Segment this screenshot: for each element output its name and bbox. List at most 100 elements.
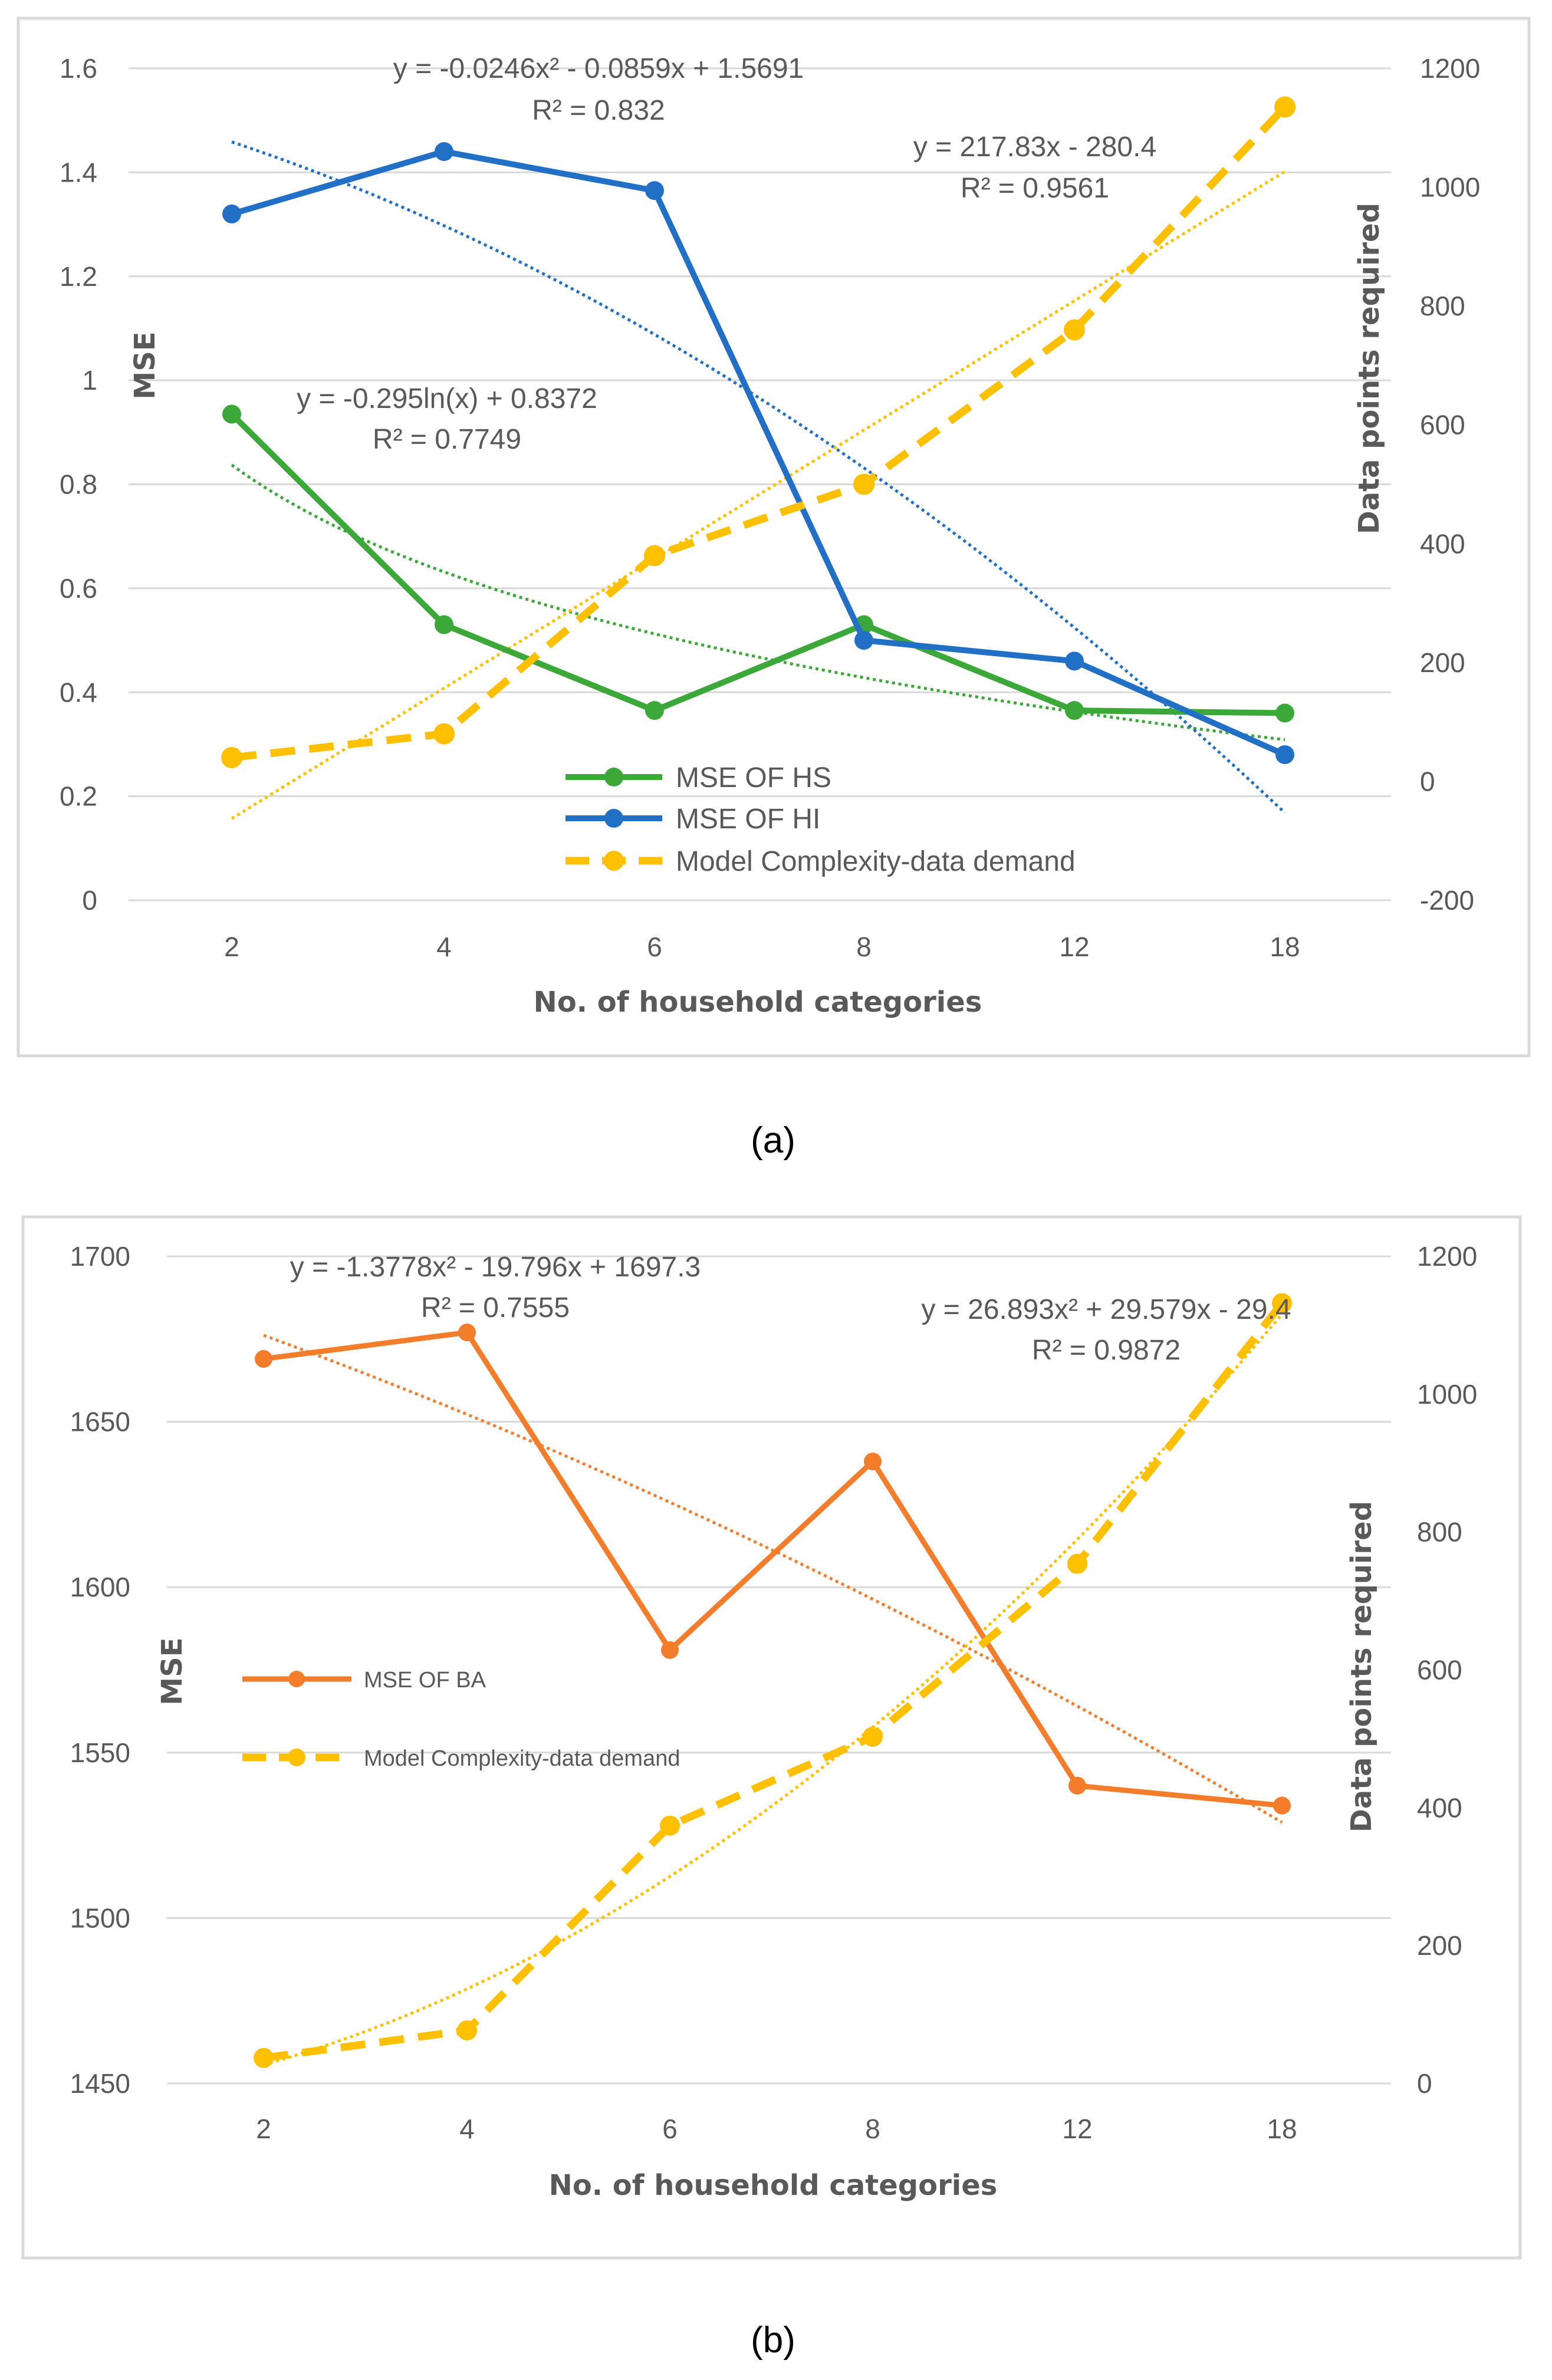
chart-a: 0 0.2 0.4 0.6 0.8 1 1.2 1.4 1.6 -200 0 200 400 600 800… xyxy=(17,17,1531,1058)
x-tick-label: 2 xyxy=(256,2114,271,2144)
legend-marker-hi xyxy=(604,809,623,828)
x-tick-label: 4 xyxy=(459,2114,475,2144)
y-tick-label: 1700 xyxy=(70,1241,130,1272)
chart-a-frame xyxy=(17,17,1531,1058)
x-tick-label: 2 xyxy=(224,931,239,962)
legend-marker-demand-b xyxy=(288,1749,305,1766)
legend-marker-hs xyxy=(604,768,623,786)
chart-b: 1450 1500 1550 1600 1650 1700 0 200 400 600 800 100… xyxy=(21,1215,1522,2260)
y2-tick-label: 0 xyxy=(1417,2068,1432,2099)
data-point-mse-of-hs xyxy=(222,404,241,424)
series-line-mse-of-hs xyxy=(229,412,1285,716)
chart-b-frame xyxy=(21,1215,1522,2260)
y2-tick-label: 0 xyxy=(1420,766,1435,796)
trend-r2-ba: R² = 0.7555 xyxy=(421,1292,570,1324)
trend-r2-hi: R² = 0.832 xyxy=(532,95,665,126)
legend-b: MSE OF BA Model Complexity-data demand xyxy=(242,1668,680,1771)
y2-tick-label: 1200 xyxy=(1420,53,1480,84)
trend-r2-demand-b: R² = 0.9872 xyxy=(1032,1335,1181,1366)
trendline-mse-of-hs xyxy=(231,463,1285,742)
y-tick-label: 0 xyxy=(82,885,97,916)
y-axis-title-a: MSE xyxy=(129,331,162,399)
y2-axis-title-a: Data points required xyxy=(1353,203,1386,534)
y-tick-label: 1.4 xyxy=(60,157,97,187)
trend-eq-hi: y = -0.0246x² - 0.0859x + 1.5691 xyxy=(393,53,804,84)
series-line-mse-of-ba xyxy=(263,1329,1283,1809)
data-point-model-complexity-data-demand xyxy=(1272,1293,1292,1314)
y-tick-label: 1450 xyxy=(70,2068,130,2099)
series-line-mse-of-hi xyxy=(231,149,1287,758)
y-axis-title-b: MSE xyxy=(156,1637,189,1705)
y2-tick-label: 1000 xyxy=(1420,172,1480,203)
legend-label-demand-b: Model Complexity-data demand xyxy=(364,1746,680,1771)
x-tick-label: 12 xyxy=(1062,2114,1092,2144)
data-point-model-complexity-data-demand xyxy=(863,1726,883,1747)
y-tick-label: 1650 xyxy=(70,1407,130,1437)
y2-tick-label: 800 xyxy=(1417,1517,1462,1548)
legend-label-ba: MSE OF BA xyxy=(364,1668,486,1693)
legend-label-hi: MSE OF HI xyxy=(676,804,820,835)
legend-marker-demand-a xyxy=(604,851,624,871)
data-point-model-complexity-data-demand xyxy=(660,1815,680,1836)
data-point-model-complexity-data-demand xyxy=(433,723,455,745)
y2-tick-label: 800 xyxy=(1420,291,1465,321)
trendline-model-complexity-data-demand xyxy=(231,170,1286,820)
y-tick-label: 1600 xyxy=(70,1572,130,1602)
x-tick-label: 12 xyxy=(1059,931,1089,962)
series-line-model-complexity-data-demand xyxy=(263,1301,1285,2062)
data-point-model-complexity-data-demand xyxy=(221,747,242,769)
data-point-mse-of-hs xyxy=(1065,701,1084,720)
y2-tick-label: 400 xyxy=(1417,1792,1462,1823)
data-point-mse-of-ba xyxy=(1273,1796,1291,1815)
data-point-mse-of-ba xyxy=(1068,1776,1086,1795)
data-point-mse-of-hs xyxy=(645,701,664,720)
y-tick-label: 1 xyxy=(82,365,97,396)
x-tick-label: 18 xyxy=(1267,2114,1297,2144)
x-tick-label: 18 xyxy=(1270,931,1300,962)
y-tick-label: 1.6 xyxy=(60,53,97,84)
panel-label-a: (a) xyxy=(751,1120,795,1161)
trend-eq-demand-b: y = 26.893x² + 29.579x - 29.4 xyxy=(921,1294,1291,1325)
y-tick-label: 0.2 xyxy=(60,781,97,812)
data-point-model-complexity-data-demand xyxy=(1067,1553,1087,1574)
y-tick-label: 0.8 xyxy=(60,469,97,500)
y2-tick-label: 400 xyxy=(1420,528,1465,559)
y-tick-label: 1.2 xyxy=(60,261,97,292)
y2-tick-label: 1000 xyxy=(1417,1379,1477,1410)
trend-eq-hs: y = -0.295ln(x) + 0.8372 xyxy=(297,383,597,414)
data-point-model-complexity-data-demand xyxy=(254,2047,274,2068)
x-tick-label: 8 xyxy=(856,931,872,962)
panel-label-b: (b) xyxy=(751,2320,795,2361)
y-tick-label: 0.4 xyxy=(60,677,97,707)
data-point-mse-of-hi xyxy=(1275,745,1294,765)
x-axis-title-a: No. of household categories xyxy=(534,986,982,1019)
trend-r2-hs: R² = 0.7749 xyxy=(373,424,521,455)
legend-label-demand-a: Model Complexity-data demand xyxy=(676,846,1076,877)
y-tick-label: 1550 xyxy=(70,1737,130,1768)
data-point-mse-of-hi xyxy=(435,142,453,162)
data-point-mse-of-ba xyxy=(864,1452,882,1470)
data-point-model-complexity-data-demand xyxy=(644,545,665,567)
data-point-mse-of-ba xyxy=(458,1324,476,1342)
y2-tick-label: 200 xyxy=(1417,1930,1462,1961)
y-tick-label: 0.6 xyxy=(60,573,97,604)
data-point-mse-of-hi xyxy=(645,181,664,200)
y2-tick-label: 600 xyxy=(1420,410,1465,440)
x-axis-title-b: No. of household categories xyxy=(549,2169,998,2202)
y2-tick-label: 200 xyxy=(1420,647,1465,678)
trendline-mse-of-ba xyxy=(263,1334,1283,1824)
x-tick-label: 6 xyxy=(662,2114,678,2144)
data-point-mse-of-ba xyxy=(255,1349,272,1368)
data-point-model-complexity-data-demand xyxy=(1064,319,1085,341)
x-tick-label: 4 xyxy=(436,931,452,962)
x-tick-label: 6 xyxy=(647,931,662,962)
trend-eq-demand-a: y = 217.83x - 280.4 xyxy=(913,131,1156,163)
data-point-mse-of-hi xyxy=(854,631,873,650)
data-point-model-complexity-data-demand xyxy=(1274,96,1295,118)
data-point-mse-of-hi xyxy=(1065,651,1084,671)
trend-r2-demand-a: R² = 0.9561 xyxy=(961,173,1109,204)
y2-axis-title-b: Data points required xyxy=(1345,1501,1378,1832)
y2-tick-label: -200 xyxy=(1420,885,1474,916)
series-line-model-complexity-data-demand xyxy=(231,104,1288,762)
